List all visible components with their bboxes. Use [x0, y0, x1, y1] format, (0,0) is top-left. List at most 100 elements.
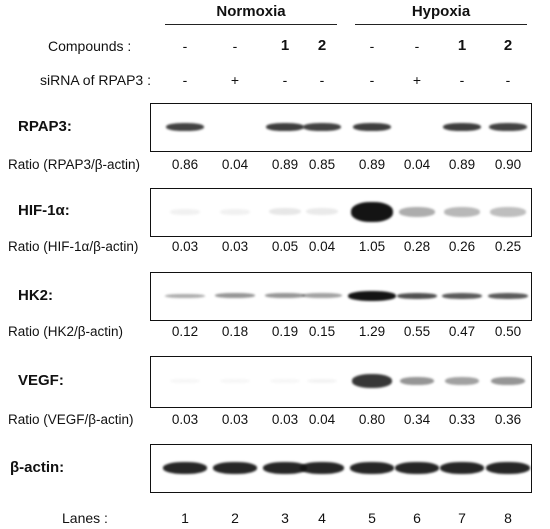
blot-band [489, 122, 527, 131]
ratio-value: 0.89 [358, 157, 386, 172]
blot-band [306, 208, 338, 215]
ratio-value: 0.28 [403, 239, 431, 254]
blot-band [300, 461, 344, 474]
ratio-value: 0.50 [494, 324, 522, 339]
condition-title-hypoxia: Hypoxia [411, 3, 471, 20]
blot-band [400, 377, 434, 385]
ratio-value: 0.25 [494, 239, 522, 254]
blot-band [303, 122, 341, 131]
lane-number: 7 [458, 510, 466, 526]
blot-band [395, 461, 439, 474]
ratio-value: 0.80 [358, 412, 386, 427]
blot-band [491, 377, 525, 385]
blot-band [170, 379, 200, 383]
blot-band [270, 379, 300, 383]
blot-band [443, 122, 481, 131]
blot-band [445, 377, 479, 385]
lane-number: 8 [504, 510, 512, 526]
ratio-value: 1.05 [358, 239, 386, 254]
blot-label: VEGF: [18, 372, 64, 389]
compound-symbol: 2 [503, 37, 513, 54]
blot-band [486, 461, 530, 474]
ratio-value: 0.55 [403, 324, 431, 339]
condition-divider-normoxia [165, 24, 337, 25]
blot-band [397, 292, 437, 299]
lanes-label: Lanes : [62, 510, 108, 526]
ratio-value: 0.89 [448, 157, 476, 172]
condition-divider-hypoxia [355, 24, 527, 25]
blot-label: HIF-1α: [18, 202, 70, 219]
ratio-value: 0.04 [403, 157, 431, 172]
compound-symbol: - [414, 38, 420, 54]
ratio-value: 0.12 [171, 324, 199, 339]
sirna-symbol: - [182, 72, 188, 88]
sirna-row-label: siRNA of RPAP3 : [40, 72, 152, 88]
blot-band [213, 461, 257, 474]
blot-band [220, 208, 250, 215]
ratio-value: 0.85 [308, 157, 336, 172]
sirna-symbol: + [230, 72, 240, 88]
ratio-value: 0.03 [221, 412, 249, 427]
compounds-row-label: Compounds : [48, 38, 132, 54]
blot-band [442, 292, 482, 299]
ratio-value: 0.34 [403, 412, 431, 427]
blot-band [163, 461, 207, 474]
blot-band [444, 206, 480, 217]
ratio-value: 0.03 [171, 239, 199, 254]
blot-band [166, 122, 204, 131]
ratio-value: 0.47 [448, 324, 476, 339]
condition-title-normoxia: Normoxia [216, 3, 286, 20]
ratio-label: Ratio (HK2/β-actin) [8, 324, 124, 339]
lane-number: 3 [281, 510, 289, 526]
blot-panel [150, 188, 532, 237]
compound-symbol: 1 [280, 37, 290, 54]
sirna-symbol: - [319, 72, 325, 88]
ratio-value: 0.90 [494, 157, 522, 172]
ratio-value: 0.15 [308, 324, 336, 339]
ratio-value: 0.04 [308, 239, 336, 254]
ratio-value: 0.26 [448, 239, 476, 254]
ratio-value: 0.04 [308, 412, 336, 427]
blot-band [352, 374, 392, 388]
blot-band [165, 293, 205, 298]
compound-symbol: - [369, 38, 375, 54]
lane-number: 1 [181, 510, 189, 526]
ratio-value: 0.33 [448, 412, 476, 427]
compound-symbol: - [232, 38, 238, 54]
ratio-value: 0.03 [271, 412, 299, 427]
ratio-value: 0.36 [494, 412, 522, 427]
blot-band [350, 461, 394, 474]
sirna-symbol: - [505, 72, 511, 88]
ratio-value: 1.29 [358, 324, 386, 339]
compound-symbol: 2 [317, 37, 327, 54]
sirna-symbol: + [412, 72, 422, 88]
sirna-symbol: - [282, 72, 288, 88]
compound-symbol: 1 [457, 37, 467, 54]
lane-number: 4 [318, 510, 326, 526]
ratio-value: 0.89 [271, 157, 299, 172]
blot-band [399, 206, 435, 217]
blot-label: RPAP3: [18, 118, 72, 135]
ratio-value: 0.04 [221, 157, 249, 172]
blot-band [215, 293, 255, 298]
blot-band [488, 292, 528, 299]
blot-label: HK2: [18, 287, 54, 304]
blot-band [266, 122, 304, 131]
ratio-value: 0.03 [221, 239, 249, 254]
ratio-label: Ratio (HIF-1α/β-actin) [8, 239, 139, 254]
blot-label: β-actin: [10, 459, 65, 476]
blot-band [353, 122, 391, 131]
blot-band [302, 293, 342, 298]
blot-band [348, 290, 396, 301]
blot-band [351, 201, 393, 222]
ratio-label: Ratio (RPAP3/β-actin) [8, 157, 141, 172]
blot-band [170, 208, 200, 215]
blot-band [265, 293, 305, 298]
ratio-value: 0.86 [171, 157, 199, 172]
blot-band [269, 208, 301, 215]
compound-symbol: - [182, 38, 188, 54]
ratio-value: 0.18 [221, 324, 249, 339]
ratio-value: 0.19 [271, 324, 299, 339]
sirna-symbol: - [369, 72, 375, 88]
lane-number: 6 [413, 510, 421, 526]
